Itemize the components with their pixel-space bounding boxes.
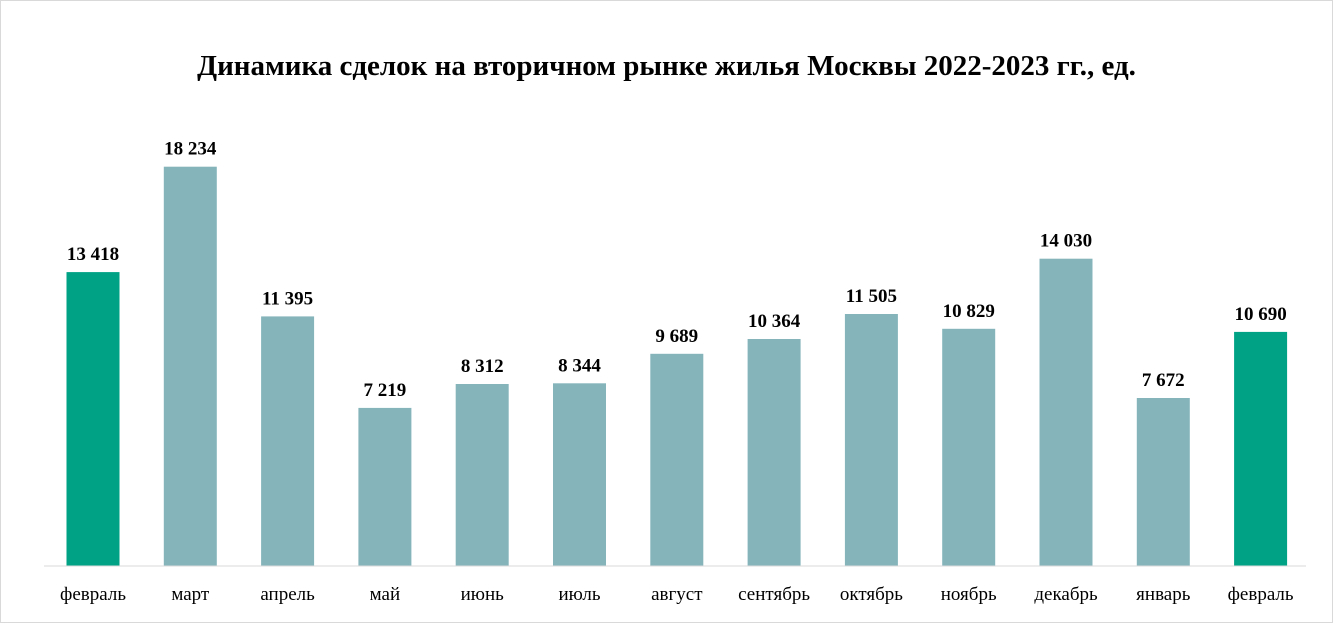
data-label-9: 11 505 — [846, 286, 897, 307]
x-tick-label-11: декабрь — [1034, 584, 1098, 605]
data-label-5: 8 312 — [461, 356, 504, 377]
data-label-13: 10 690 — [1234, 304, 1286, 325]
bar-11 — [1039, 258, 1093, 566]
data-label-6: 8 344 — [558, 355, 601, 376]
data-label-2: 18 234 — [164, 139, 217, 160]
x-tick-label-9: октябрь — [840, 584, 903, 605]
bar-5 — [455, 384, 509, 566]
data-label-11: 14 030 — [1040, 231, 1092, 252]
bar-10 — [942, 328, 996, 566]
data-label-12: 7 672 — [1142, 370, 1185, 391]
data-label-3: 11 395 — [262, 288, 313, 309]
bar-2 — [163, 166, 217, 566]
x-tick-label-8: сентябрь — [738, 584, 810, 605]
x-tick-label-3: апрель — [260, 584, 315, 605]
bar-12 — [1136, 398, 1190, 566]
x-tick-label-6: июль — [558, 584, 600, 605]
data-label-8: 10 364 — [748, 311, 801, 332]
x-tick-label-2: март — [171, 584, 210, 605]
bar-3 — [261, 316, 315, 566]
data-label-4: 7 219 — [364, 380, 407, 401]
bar-1 — [66, 272, 120, 566]
bar-13 — [1234, 331, 1288, 566]
x-tick-label-13: февраль — [1228, 584, 1294, 605]
bar-9 — [844, 314, 898, 566]
x-tick-label-12: январь — [1136, 584, 1191, 605]
data-label-7: 9 689 — [655, 326, 698, 347]
x-tick-label-7: август — [651, 584, 703, 605]
data-label-10: 10 829 — [943, 301, 995, 322]
x-tick-label-5: июнь — [461, 584, 505, 605]
data-label-1: 13 418 — [67, 244, 119, 265]
bar-7 — [650, 353, 704, 566]
x-tick-label-1: февраль — [60, 584, 126, 605]
x-tick-label-4: май — [370, 584, 401, 605]
bar-6 — [553, 383, 606, 566]
bar-8 — [747, 339, 801, 566]
x-tick-label-10: ноябрь — [941, 584, 997, 605]
chart-title: Динамика сделок на вторичном рынке жилья… — [197, 50, 1136, 82]
bar-4 — [358, 407, 412, 566]
